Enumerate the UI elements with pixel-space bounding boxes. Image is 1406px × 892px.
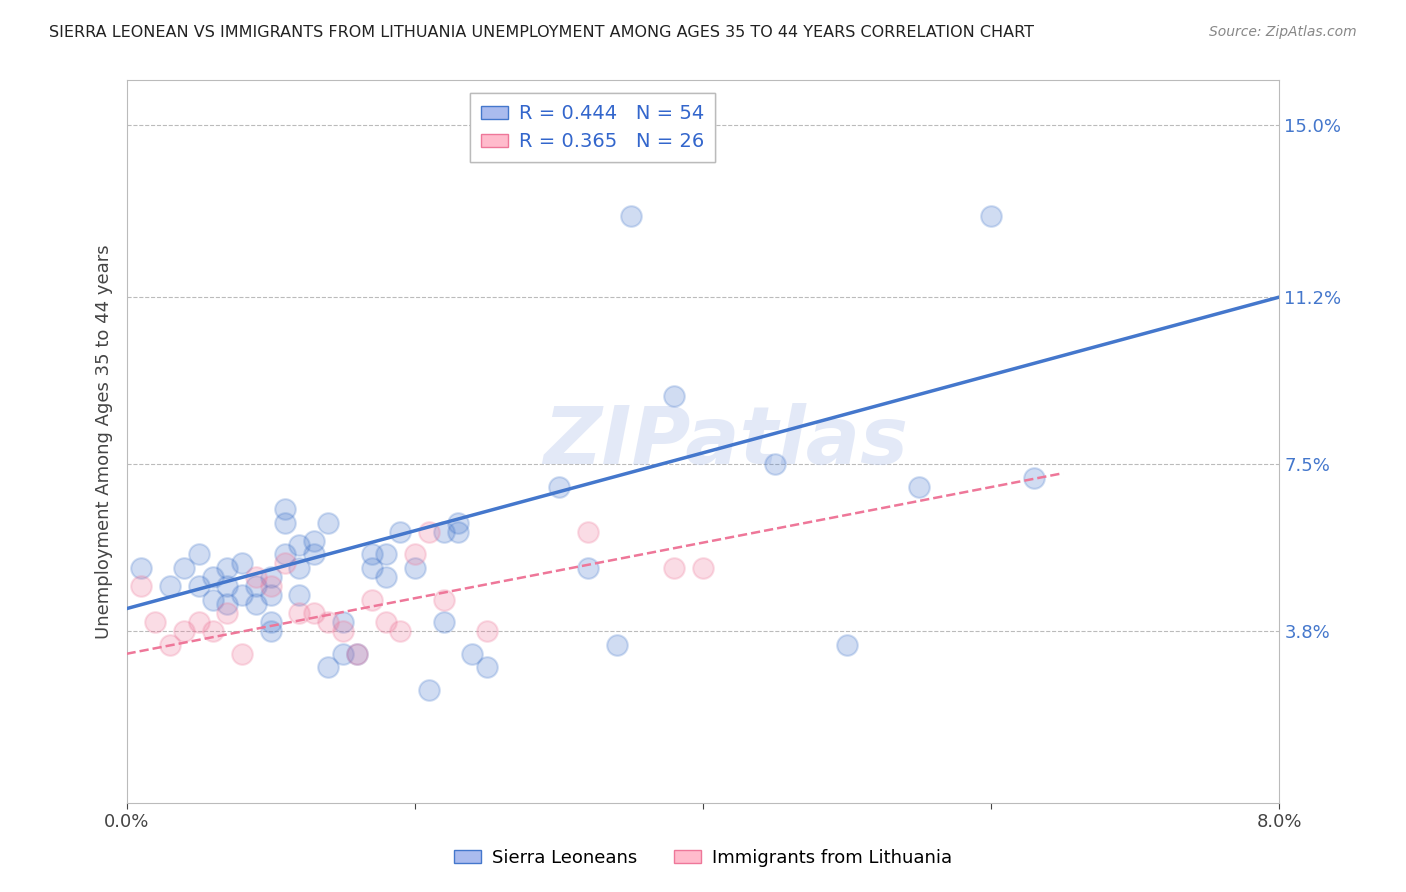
Point — [245, 570, 267, 584]
Point — [145, 615, 166, 630]
Point — [576, 561, 599, 575]
Point — [606, 638, 628, 652]
Point — [620, 209, 643, 223]
Point — [173, 624, 195, 639]
Point — [404, 561, 426, 575]
Point — [173, 561, 195, 575]
Point — [274, 557, 297, 571]
Point — [245, 579, 267, 593]
Point — [288, 606, 311, 620]
Point — [346, 647, 368, 661]
Point — [231, 647, 253, 661]
Point — [475, 624, 498, 639]
Point — [245, 597, 267, 611]
Point — [274, 548, 297, 562]
Point — [763, 457, 786, 471]
Point — [360, 548, 382, 562]
Point — [318, 516, 340, 530]
Point — [374, 570, 398, 584]
Point — [360, 592, 382, 607]
Point — [231, 588, 253, 602]
Point — [692, 561, 714, 575]
Point — [259, 588, 281, 602]
Point — [389, 624, 412, 639]
Point — [908, 480, 931, 494]
Point — [360, 561, 382, 575]
Point — [404, 548, 426, 562]
Point — [217, 561, 239, 575]
Point — [346, 647, 368, 661]
Point — [475, 660, 498, 674]
Point — [187, 579, 209, 593]
Point — [576, 524, 599, 539]
Point — [318, 615, 340, 630]
Point — [187, 548, 209, 562]
Point — [418, 524, 440, 539]
Point — [1024, 471, 1046, 485]
Point — [461, 647, 484, 661]
Point — [374, 548, 398, 562]
Point — [217, 597, 239, 611]
Point — [835, 638, 858, 652]
Point — [664, 389, 686, 403]
Point — [274, 502, 297, 516]
Point — [259, 579, 281, 593]
Y-axis label: Unemployment Among Ages 35 to 44 years: Unemployment Among Ages 35 to 44 years — [94, 244, 112, 639]
Point — [259, 570, 281, 584]
Point — [288, 561, 311, 575]
Point — [288, 538, 311, 552]
Point — [332, 647, 354, 661]
Point — [664, 561, 686, 575]
Point — [217, 606, 239, 620]
Point — [389, 524, 412, 539]
Point — [129, 561, 152, 575]
Point — [159, 638, 181, 652]
Text: ZIPatlas: ZIPatlas — [544, 402, 908, 481]
Point — [231, 557, 253, 571]
Point — [433, 615, 456, 630]
Point — [302, 548, 325, 562]
Point — [447, 516, 470, 530]
Point — [433, 524, 456, 539]
Point — [418, 682, 440, 697]
Point — [288, 588, 311, 602]
Point — [302, 533, 325, 548]
Point — [374, 615, 398, 630]
Point — [302, 606, 325, 620]
Legend: R = 0.444   N = 54, R = 0.365   N = 26: R = 0.444 N = 54, R = 0.365 N = 26 — [470, 93, 714, 161]
Text: SIERRA LEONEAN VS IMMIGRANTS FROM LITHUANIA UNEMPLOYMENT AMONG AGES 35 TO 44 YEA: SIERRA LEONEAN VS IMMIGRANTS FROM LITHUA… — [49, 25, 1035, 40]
Point — [259, 624, 281, 639]
Point — [332, 624, 354, 639]
Legend: Sierra Leoneans, Immigrants from Lithuania: Sierra Leoneans, Immigrants from Lithuan… — [447, 842, 959, 874]
Point — [187, 615, 209, 630]
Point — [274, 516, 297, 530]
Point — [129, 579, 152, 593]
Point — [980, 209, 1002, 223]
Point — [332, 615, 354, 630]
Point — [318, 660, 340, 674]
Point — [259, 615, 281, 630]
Point — [202, 592, 225, 607]
Point — [433, 592, 456, 607]
Point — [548, 480, 571, 494]
Point — [217, 579, 239, 593]
Point — [447, 524, 470, 539]
Text: Source: ZipAtlas.com: Source: ZipAtlas.com — [1209, 25, 1357, 39]
Point — [202, 570, 225, 584]
Point — [202, 624, 225, 639]
Point — [159, 579, 181, 593]
